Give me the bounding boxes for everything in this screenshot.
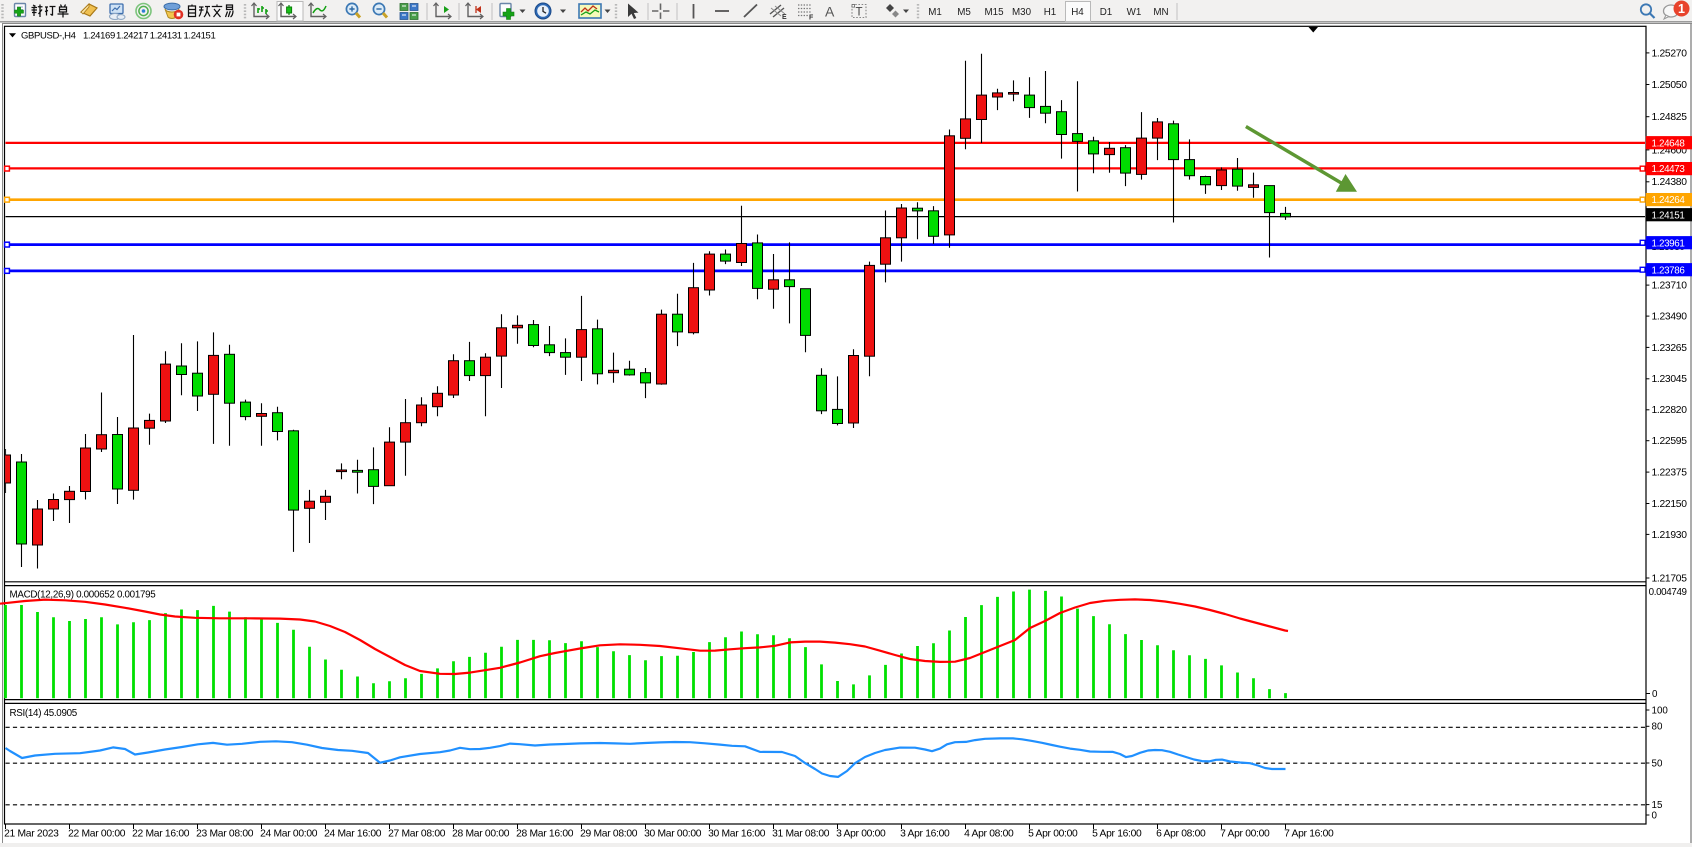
svg-text:28 Mar 00:00: 28 Mar 00:00 — [452, 829, 510, 840]
svg-text:1.24217: 1.24217 — [116, 30, 148, 41]
svg-text:23 Mar 08:00: 23 Mar 08:00 — [196, 829, 254, 840]
svg-text:1.24380: 1.24380 — [1652, 177, 1688, 188]
svg-text:5 Apr 16:00: 5 Apr 16:00 — [1092, 829, 1142, 840]
svg-text:M5: M5 — [957, 7, 971, 18]
svg-text:1.22595: 1.22595 — [1652, 436, 1688, 447]
svg-text:1.24151: 1.24151 — [1652, 210, 1685, 221]
svg-text:1.23265: 1.23265 — [1652, 343, 1688, 354]
svg-text:15: 15 — [1652, 800, 1663, 811]
svg-text:24 Mar 16:00: 24 Mar 16:00 — [324, 829, 382, 840]
svg-text:1.24264: 1.24264 — [1652, 195, 1686, 206]
svg-text:M15: M15 — [984, 7, 1004, 18]
svg-text:E: E — [782, 14, 787, 21]
svg-text:1.22375: 1.22375 — [1652, 468, 1688, 479]
svg-text:1.23961: 1.23961 — [1652, 238, 1685, 249]
svg-text:80: 80 — [1652, 722, 1663, 733]
svg-text:GBPUSD-,H4: GBPUSD-,H4 — [21, 30, 76, 41]
svg-text:H1: H1 — [1044, 7, 1057, 18]
svg-text:21 Mar 2023: 21 Mar 2023 — [4, 829, 59, 840]
svg-text:1.23786: 1.23786 — [1652, 265, 1686, 276]
svg-text:27 Mar 08:00: 27 Mar 08:00 — [388, 829, 446, 840]
svg-text:1.22820: 1.22820 — [1652, 405, 1688, 416]
svg-text:1.23710: 1.23710 — [1652, 281, 1688, 292]
svg-text:H4: H4 — [1071, 7, 1084, 18]
svg-text:A: A — [825, 4, 835, 20]
svg-text:1.22150: 1.22150 — [1652, 499, 1688, 510]
svg-text:22 Mar 16:00: 22 Mar 16:00 — [132, 829, 190, 840]
svg-text:M30: M30 — [1012, 7, 1032, 18]
svg-text:1.25050: 1.25050 — [1652, 80, 1688, 91]
svg-text:7 Apr 16:00: 7 Apr 16:00 — [1284, 829, 1334, 840]
svg-text:30 Mar 00:00: 30 Mar 00:00 — [644, 829, 702, 840]
svg-text:0.004749: 0.004749 — [1649, 587, 1687, 598]
svg-text:1.24169: 1.24169 — [83, 30, 115, 41]
svg-text:1.23490: 1.23490 — [1652, 312, 1688, 323]
svg-text:3 Apr 16:00: 3 Apr 16:00 — [900, 829, 950, 840]
svg-text:6 Apr 08:00: 6 Apr 08:00 — [1156, 829, 1206, 840]
svg-text:30 Mar 16:00: 30 Mar 16:00 — [708, 829, 766, 840]
svg-text:1: 1 — [1678, 2, 1685, 16]
svg-text:MN: MN — [1153, 7, 1168, 18]
svg-text:29 Mar 08:00: 29 Mar 08:00 — [580, 829, 638, 840]
svg-text:31 Mar 08:00: 31 Mar 08:00 — [772, 829, 830, 840]
svg-text:1.24151: 1.24151 — [184, 30, 216, 41]
svg-text:1.25270: 1.25270 — [1652, 48, 1688, 59]
svg-text:0: 0 — [1652, 689, 1658, 700]
svg-text:1.23045: 1.23045 — [1652, 374, 1688, 385]
svg-text:F: F — [809, 15, 814, 22]
svg-text:4 Apr 08:00: 4 Apr 08:00 — [964, 829, 1014, 840]
svg-text:RSI(14) 45.0905: RSI(14) 45.0905 — [10, 708, 78, 719]
svg-text:0: 0 — [1652, 810, 1658, 821]
svg-text:1.24600: 1.24600 — [1652, 145, 1688, 156]
svg-text:24 Mar 00:00: 24 Mar 00:00 — [260, 829, 318, 840]
svg-text:1.24131: 1.24131 — [150, 30, 182, 41]
svg-text:3 Apr 00:00: 3 Apr 00:00 — [836, 829, 886, 840]
svg-text:28 Mar 16:00: 28 Mar 16:00 — [516, 829, 574, 840]
svg-text:1.21705: 1.21705 — [1652, 573, 1688, 584]
svg-text:T: T — [856, 7, 863, 19]
svg-text:1.24825: 1.24825 — [1652, 112, 1688, 123]
svg-text:D1: D1 — [1100, 7, 1113, 18]
svg-text:50: 50 — [1652, 758, 1663, 769]
svg-text:22 Mar 00:00: 22 Mar 00:00 — [68, 829, 126, 840]
svg-text:MACD(12,26,9) 0.000652 0.00179: MACD(12,26,9) 0.000652 0.001795 — [10, 590, 157, 601]
svg-text:1.21930: 1.21930 — [1652, 530, 1688, 541]
svg-text:W1: W1 — [1127, 7, 1142, 18]
svg-text:7 Apr 00:00: 7 Apr 00:00 — [1220, 829, 1270, 840]
svg-text:5 Apr 00:00: 5 Apr 00:00 — [1028, 829, 1078, 840]
svg-text:100: 100 — [1652, 705, 1669, 716]
svg-text:M1: M1 — [928, 7, 942, 18]
svg-text:1.24473: 1.24473 — [1652, 164, 1686, 175]
svg-text:1.24648: 1.24648 — [1652, 138, 1686, 149]
